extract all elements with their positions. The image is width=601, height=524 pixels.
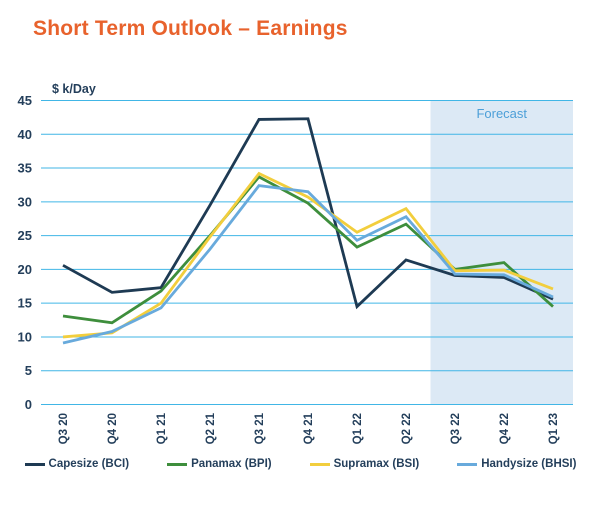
- y-tick-label: 35: [18, 161, 32, 176]
- y-tick-label: 10: [18, 329, 32, 344]
- y-axis-unit-label: $ k/Day: [52, 82, 96, 96]
- y-tick-label: 40: [18, 127, 32, 142]
- chart-legend: Capesize (BCI) Panamax (BPI) Supramax (BSI…: [0, 458, 601, 470]
- x-tick-label: Q4 20: [107, 413, 119, 444]
- x-tick-label: Q3 22: [450, 413, 462, 444]
- page-title: Short Term Outlook – Earnings: [33, 17, 348, 40]
- legend-label: Capesize (BCI): [48, 458, 130, 470]
- legend-item-handysize: Handysize (BHSI): [457, 458, 576, 470]
- y-tick-label: 30: [18, 194, 32, 209]
- x-tick-label: Q2 22: [401, 413, 413, 444]
- forecast-band: [430, 100, 573, 405]
- legend-item-panamax: Panamax (BPI): [167, 458, 272, 470]
- series-line-capesize: [62, 117, 554, 310]
- y-tick-label: 25: [18, 228, 32, 243]
- legend-swatch: [167, 462, 188, 466]
- legend-item-capesize: Capesize (BCI): [24, 458, 130, 470]
- series-line-supramax: [62, 171, 554, 339]
- x-tick-label: Q1 21: [156, 412, 168, 444]
- legend-label: Supramax (BSI): [333, 458, 420, 470]
- x-tick-label: Q2 21: [205, 412, 217, 444]
- legend-swatch: [457, 462, 478, 466]
- x-tick-label: Q1 22: [352, 413, 364, 444]
- x-tick-label: Q1 23: [548, 413, 560, 444]
- x-tick-label: Q4 22: [499, 413, 511, 444]
- y-tick-label: 20: [18, 262, 32, 277]
- legend-label: Panamax (BPI): [191, 458, 272, 470]
- x-tick-label: Q3 21: [254, 412, 266, 444]
- series-line-panamax: [62, 175, 554, 325]
- x-tick-label: Q3 20: [58, 413, 70, 444]
- y-tick-label: 15: [18, 296, 32, 311]
- legend-swatch: [309, 462, 330, 466]
- y-tick-label: 45: [18, 93, 32, 108]
- series-line-handysize: [62, 184, 554, 345]
- legend-item-supramax: Supramax (BSI): [309, 458, 420, 470]
- forecast-label: Forecast: [476, 106, 527, 121]
- earnings-line-chart: 0 5 10 15 20 25 30 35 40 45 $ k/Day Forecast Q3 20 Q4…: [18, 82, 573, 444]
- y-tick-label: 5: [25, 363, 32, 378]
- y-tick-label: 0: [25, 397, 32, 412]
- x-tick-label: Q4 21: [303, 412, 315, 444]
- legend-label: Handysize (BHSI): [481, 458, 577, 470]
- legend-swatch: [24, 462, 45, 466]
